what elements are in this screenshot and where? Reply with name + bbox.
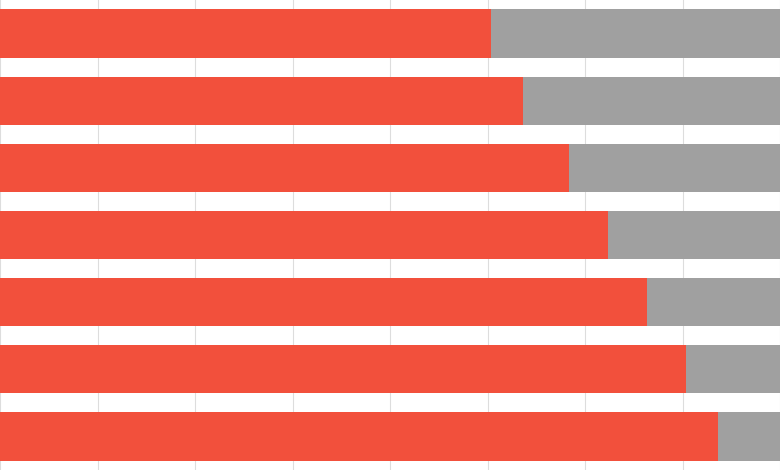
Bar: [569, 144, 780, 192]
Bar: [608, 211, 780, 259]
Bar: [491, 9, 780, 58]
Bar: [0, 77, 523, 125]
Bar: [0, 211, 608, 259]
Bar: [647, 278, 780, 326]
Bar: [0, 412, 718, 461]
Bar: [0, 345, 686, 393]
Bar: [0, 144, 569, 192]
Bar: [0, 278, 647, 326]
Bar: [0, 9, 491, 58]
Bar: [718, 412, 780, 461]
Bar: [523, 77, 780, 125]
Bar: [686, 345, 780, 393]
